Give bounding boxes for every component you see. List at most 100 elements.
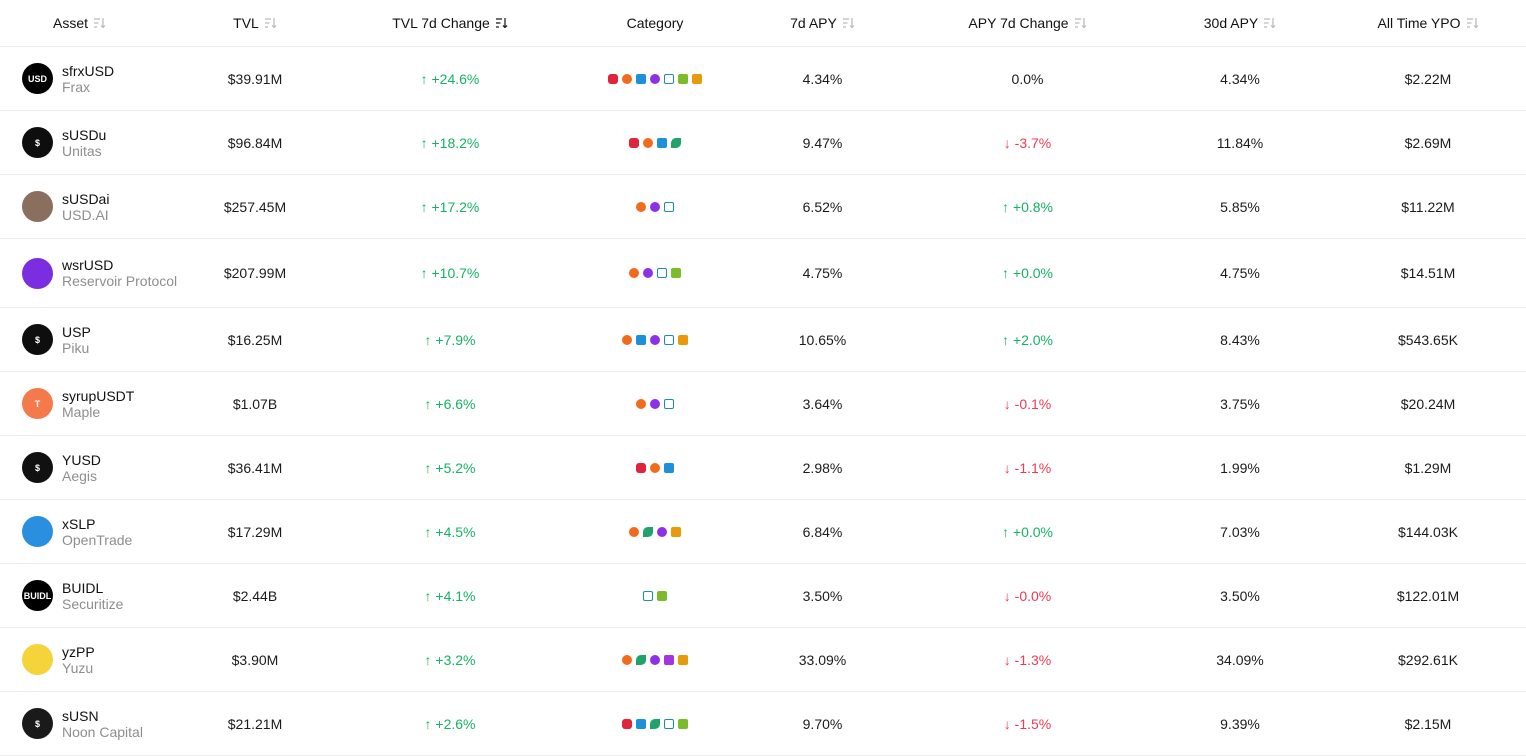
robot-icon[interactable]: [622, 718, 632, 729]
table-row[interactable]: $ sUSDu Unitas $96.84M ↑ +18.2% 9.47% ↓ …: [0, 110, 1526, 175]
box-icon[interactable]: [678, 334, 688, 345]
box-icon[interactable]: [671, 526, 681, 537]
scale-icon[interactable]: [657, 137, 667, 148]
sort-icon[interactable]: [842, 18, 855, 28]
asset-protocol: Aegis: [62, 467, 98, 484]
robot-icon[interactable]: [636, 462, 646, 473]
chart-icon[interactable]: [664, 718, 674, 729]
table-row[interactable]: $ sUSN Noon Capital $21.21M ↑ +2.6% 9.70…: [0, 691, 1526, 756]
scale-icon[interactable]: [664, 462, 674, 473]
bitcoin-icon[interactable]: [629, 268, 639, 278]
asset-symbol[interactable]: BUIDL: [62, 579, 104, 596]
asset-cell[interactable]: BUIDL BUIDL Securitize: [0, 563, 180, 628]
table-row[interactable]: USD sfrxUSD Frax $39.91M ↑ +24.6% 4.34% …: [0, 46, 1526, 111]
apy30d-cell: 1.99%: [1150, 435, 1330, 500]
bitcoin-icon[interactable]: [622, 654, 632, 665]
asset-symbol[interactable]: USP: [62, 323, 91, 340]
asset-cell[interactable]: yzPP Yuzu: [0, 627, 180, 692]
chart-icon[interactable]: [664, 201, 674, 212]
category-cell: [570, 174, 740, 239]
box-icon[interactable]: [678, 654, 688, 665]
sort-icon[interactable]: [264, 18, 277, 28]
ypo-cell: $144.03K: [1330, 499, 1526, 564]
bank-icon[interactable]: [678, 718, 688, 729]
sort-active-icon[interactable]: [495, 18, 508, 28]
sprout-icon[interactable]: [650, 718, 660, 729]
box-icon[interactable]: [692, 73, 702, 84]
table-row[interactable]: wsrUSD Reservoir Protocol $207.99M ↑ +10…: [0, 238, 1526, 308]
sort-icon[interactable]: [1074, 18, 1087, 28]
scale-icon[interactable]: [636, 73, 646, 84]
asset-symbol[interactable]: sUSDai: [62, 190, 110, 207]
asset-symbol[interactable]: YUSD: [62, 451, 101, 468]
table-row[interactable]: yzPP Yuzu $3.90M ↑ +3.2% 33.09% ↓ -1.3% …: [0, 627, 1526, 692]
bitcoin-icon[interactable]: [629, 526, 639, 537]
table-row[interactable]: xSLP OpenTrade $17.29M ↑ +4.5% 6.84% ↑ +…: [0, 499, 1526, 564]
col-apy7d[interactable]: 7d APY: [740, 0, 905, 47]
sort-icon[interactable]: [1264, 18, 1276, 28]
asset-cell[interactable]: T syrupUSDT Maple: [0, 371, 180, 436]
chart-icon[interactable]: [657, 268, 667, 278]
table-row[interactable]: BUIDL BUIDL Securitize $2.44B ↑ +4.1% 3.…: [0, 563, 1526, 628]
col-tvl[interactable]: TVL: [180, 0, 330, 47]
col-tvl-change[interactable]: TVL 7d Change: [330, 0, 570, 47]
chart-icon[interactable]: [664, 334, 674, 345]
asset-logo-icon: [22, 257, 53, 289]
asset-cell[interactable]: xSLP OpenTrade: [0, 499, 180, 564]
apy7d-cell: 9.70%: [740, 691, 905, 756]
bars-icon[interactable]: [664, 654, 674, 665]
col-apy-change[interactable]: APY 7d Change: [905, 0, 1150, 47]
sort-icon[interactable]: [94, 18, 106, 28]
asset-symbol[interactable]: yzPP: [62, 643, 95, 660]
col-ypo[interactable]: All Time YPO: [1330, 0, 1526, 47]
robot-icon[interactable]: [629, 137, 639, 148]
gear-icon[interactable]: [650, 201, 660, 212]
col-asset[interactable]: Asset: [0, 0, 180, 47]
scale-icon[interactable]: [636, 718, 646, 729]
sprout-icon[interactable]: [643, 526, 653, 537]
asset-symbol[interactable]: wsrUSD: [62, 257, 114, 273]
asset-cell[interactable]: wsrUSD Reservoir Protocol: [0, 238, 180, 308]
asset-symbol[interactable]: sUSN: [62, 707, 99, 724]
scale-icon[interactable]: [636, 334, 646, 345]
sprout-icon[interactable]: [671, 137, 681, 148]
tvl-change-cell: ↑ +17.2%: [330, 174, 570, 239]
robot-icon[interactable]: [608, 73, 618, 84]
asset-cell[interactable]: USD sfrxUSD Frax: [0, 46, 180, 111]
sort-icon[interactable]: [1466, 18, 1479, 28]
table-row[interactable]: T syrupUSDT Maple $1.07B ↑ +6.6% 3.64% ↓…: [0, 371, 1526, 436]
bitcoin-icon[interactable]: [636, 398, 646, 409]
gear-icon[interactable]: [643, 268, 653, 278]
asset-cell[interactable]: $ USP Piku: [0, 307, 180, 372]
asset-symbol[interactable]: sfrxUSD: [62, 62, 115, 79]
gear-icon[interactable]: [657, 526, 667, 537]
chart-icon[interactable]: [664, 73, 674, 84]
chart-icon[interactable]: [643, 590, 653, 601]
bank-icon[interactable]: [678, 73, 688, 84]
asset-symbol[interactable]: syrupUSDT: [62, 387, 135, 404]
gear-icon[interactable]: [650, 398, 660, 409]
bitcoin-icon[interactable]: [622, 334, 632, 345]
table-row[interactable]: $ USP Piku $16.25M ↑ +7.9% 10.65% ↑ +2.0…: [0, 307, 1526, 372]
asset-cell[interactable]: sUSDai USD.AI: [0, 174, 180, 239]
gear-icon[interactable]: [650, 334, 660, 345]
gear-icon[interactable]: [650, 654, 660, 665]
asset-cell[interactable]: $ YUSD Aegis: [0, 435, 180, 500]
bitcoin-icon[interactable]: [643, 137, 653, 148]
asset-cell[interactable]: $ sUSDu Unitas: [0, 110, 180, 175]
bitcoin-icon[interactable]: [622, 73, 632, 84]
sprout-icon[interactable]: [636, 654, 646, 665]
bank-icon[interactable]: [671, 268, 681, 278]
col-apy30d[interactable]: 30d APY: [1150, 0, 1330, 47]
bitcoin-icon[interactable]: [650, 462, 660, 473]
chart-icon[interactable]: [664, 398, 674, 409]
bitcoin-icon[interactable]: [636, 201, 646, 212]
bank-icon[interactable]: [657, 590, 667, 601]
asset-cell[interactable]: $ sUSN Noon Capital: [0, 691, 180, 756]
asset-symbol[interactable]: sUSDu: [62, 126, 107, 143]
gear-icon[interactable]: [650, 73, 660, 84]
asset-symbol[interactable]: xSLP: [62, 515, 96, 532]
table-row[interactable]: sUSDai USD.AI $257.45M ↑ +17.2% 6.52% ↑ …: [0, 174, 1526, 239]
table-row[interactable]: $ YUSD Aegis $36.41M ↑ +5.2% 2.98% ↓ -1.…: [0, 435, 1526, 500]
tvl-cell: $2.44B: [180, 563, 330, 628]
